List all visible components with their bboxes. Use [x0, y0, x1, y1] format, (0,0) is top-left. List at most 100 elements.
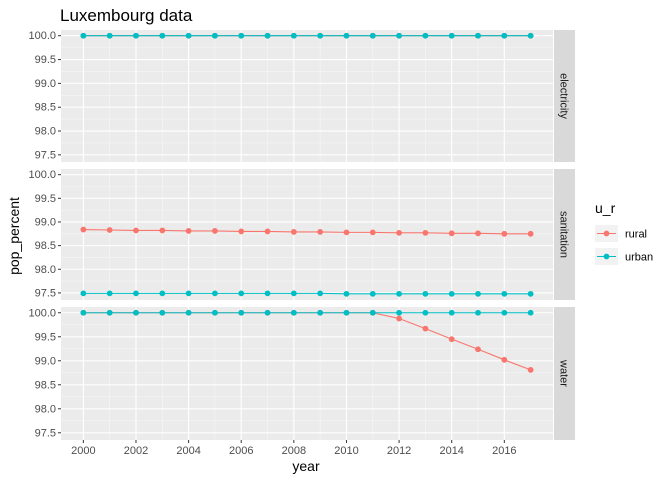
panel-background	[61, 30, 553, 162]
data-point-urban	[106, 32, 113, 39]
y-tick-label: 99.5	[35, 193, 56, 205]
data-point-rural	[264, 228, 271, 235]
data-point-urban	[343, 32, 350, 39]
y-tick-label: 99.0	[35, 78, 56, 90]
data-point-urban	[106, 309, 113, 316]
x-tick-label: 2016	[492, 445, 516, 457]
data-point-rural	[527, 230, 534, 237]
data-point-urban	[159, 290, 166, 297]
y-tick-label: 100.0	[28, 30, 56, 42]
data-point-rural	[238, 228, 245, 235]
data-point-urban	[317, 309, 324, 316]
y-tick-label: 99.0	[35, 355, 56, 367]
data-point-urban	[185, 32, 192, 39]
y-tick-label: 99.5	[35, 331, 56, 343]
data-point-urban	[501, 32, 508, 39]
data-point-urban	[133, 32, 139, 39]
data-point-urban	[475, 32, 481, 39]
data-point-urban	[448, 309, 455, 316]
data-point-urban	[159, 309, 166, 316]
data-point-rural	[475, 230, 481, 237]
y-tick-label: 100.0	[28, 169, 56, 181]
x-tick-label: 2012	[387, 445, 411, 457]
data-point-urban	[264, 309, 271, 316]
x-tick-label: 2002	[124, 445, 148, 457]
data-point-urban	[475, 290, 481, 297]
data-point-rural	[343, 229, 350, 236]
data-point-rural	[501, 230, 508, 237]
data-point-rural	[448, 230, 455, 237]
data-point-rural	[290, 228, 297, 235]
y-tick-label: 98.0	[35, 126, 56, 138]
facet-strip	[554, 169, 575, 300]
data-point-rural	[80, 226, 87, 233]
data-point-rural	[185, 228, 192, 234]
data-point-rural	[106, 227, 113, 233]
facet-strip-label: water	[558, 359, 570, 387]
facet-strip-label: electricity	[558, 73, 570, 119]
panel-background	[61, 307, 553, 440]
data-point-urban	[80, 309, 87, 316]
facet-strip-label: sanitation	[558, 211, 570, 258]
data-point-urban	[396, 290, 402, 297]
x-tick-label: 2006	[229, 445, 253, 457]
data-point-urban	[422, 32, 429, 39]
legend-item-urban: urban	[595, 248, 653, 265]
data-point-rural	[422, 325, 429, 332]
x-tick-label: 2008	[282, 445, 306, 457]
x-tick-label: 2000	[71, 445, 95, 457]
legend-key-point	[603, 230, 610, 237]
y-tick-label: 98.5	[35, 379, 56, 391]
y-tick-label: 97.5	[35, 427, 56, 439]
data-point-urban	[133, 309, 139, 316]
x-tick-label: 2004	[176, 445, 200, 457]
data-point-urban	[396, 309, 402, 316]
legend: u_r rural urban	[595, 200, 653, 265]
data-point-urban	[317, 290, 324, 297]
data-point-urban	[212, 309, 218, 316]
data-point-rural	[396, 229, 402, 236]
panel-background	[61, 169, 553, 300]
data-point-rural	[133, 227, 139, 234]
data-point-rural	[396, 315, 402, 322]
series-line-rural	[83, 228, 531, 235]
y-tick-label: 98.0	[35, 403, 56, 415]
data-point-rural	[212, 228, 218, 234]
data-point-urban	[290, 290, 297, 297]
data-point-urban	[80, 290, 87, 297]
data-point-urban	[238, 32, 245, 39]
facet-panel-electricity: 97.5 98.0 98.5 99.0 99.5 100.0 electricity	[28, 30, 575, 162]
data-point-urban	[185, 309, 192, 316]
y-tick-label: 100.0	[28, 307, 56, 319]
data-point-urban	[501, 290, 508, 297]
data-point-urban	[422, 309, 429, 316]
data-point-urban	[106, 290, 113, 297]
data-point-urban	[290, 32, 297, 39]
data-point-urban	[527, 32, 534, 39]
data-point-rural	[501, 356, 508, 363]
data-point-urban	[527, 290, 534, 297]
data-point-urban	[159, 32, 166, 39]
data-point-urban	[396, 32, 402, 39]
data-point-urban	[212, 32, 218, 39]
data-point-rural	[475, 346, 481, 353]
data-point-urban	[264, 32, 271, 39]
y-tick-label: 97.5	[35, 287, 56, 299]
data-point-urban	[80, 32, 87, 39]
y-tick-label: 98.0	[35, 264, 56, 276]
data-point-urban	[475, 309, 481, 316]
legend-key-point	[603, 253, 610, 260]
facet-panel-sanitation: 97.5 98.0 98.5 99.0 99.5 100.0 sanitation	[28, 169, 575, 300]
data-point-rural	[422, 229, 429, 236]
y-tick-label: 98.5	[35, 102, 56, 114]
data-point-urban	[501, 309, 508, 316]
data-point-rural	[369, 229, 376, 236]
data-point-rural	[159, 227, 166, 234]
facet-panels: 97.5 98.0 98.5 99.0 99.5 100.0 electricity 97.5…	[28, 30, 575, 457]
x-tick-label: 2010	[334, 445, 358, 457]
legend-item-rural: rural	[595, 225, 647, 242]
facet-strip	[554, 30, 575, 162]
data-point-urban	[317, 32, 324, 39]
data-point-rural	[448, 336, 455, 343]
